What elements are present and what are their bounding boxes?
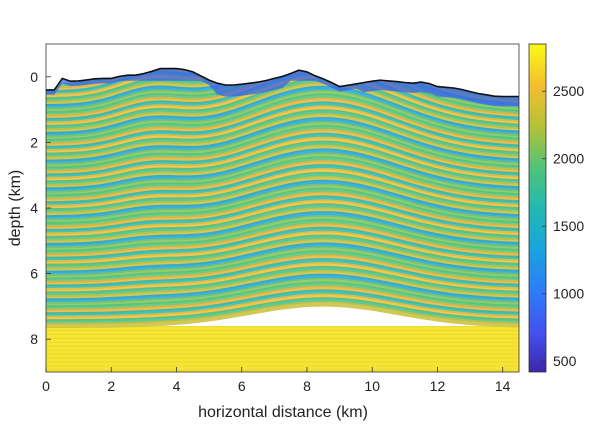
velocity-layer: [46, 250, 519, 283]
velocity-layer: [46, 164, 519, 207]
y-axis-label: depth (km): [7, 170, 24, 246]
surface-profile-line: [46, 67, 519, 98]
colorbar-ticks: 500 1000 1500 2000 2500: [542, 83, 584, 369]
deep-zone-stripe: [46, 337, 519, 339]
velocity-layers: [46, 44, 519, 372]
velocity-layer: [46, 128, 519, 176]
velocity-layer: [46, 265, 519, 297]
y-tick-label: 0: [30, 69, 38, 85]
velocity-layer: [46, 297, 519, 325]
velocity-layer: [46, 132, 519, 179]
velocity-layer: [46, 293, 519, 322]
colorbar-tick-label: 1000: [553, 286, 584, 302]
y-tick-label: 2: [30, 134, 38, 150]
velocity-layer: [46, 254, 519, 287]
velocity-layer: [46, 85, 519, 138]
velocity-layer: [46, 285, 519, 315]
deep-zone-stripe: [46, 357, 519, 359]
shallow-velocity-zone: [46, 68, 519, 107]
velocity-layer: [46, 101, 519, 152]
velocity-layer: [46, 269, 519, 301]
velocity-layer: [46, 156, 519, 200]
velocity-layer: [46, 230, 519, 266]
velocity-layer: [46, 124, 519, 172]
velocity-layer: [46, 97, 519, 148]
velocity-layer: [46, 105, 519, 155]
deep-zone-stripe: [46, 326, 519, 328]
velocity-layer: [46, 89, 519, 141]
velocity-layer: [46, 171, 519, 214]
velocity-layer: [46, 109, 519, 158]
colorbar-tick-label: 2500: [553, 83, 584, 99]
x-axis-label: horizontal distance (km): [198, 404, 368, 421]
velocity-layer: [46, 242, 519, 276]
y-tick-label: 8: [30, 331, 38, 347]
deep-velocity-zone: [46, 326, 519, 372]
velocity-layer: [46, 140, 519, 186]
velocity-layer: [46, 301, 519, 328]
velocity-layer: [46, 160, 519, 204]
velocity-layer: [46, 238, 519, 273]
velocity-layer: [46, 121, 519, 169]
velocity-layer: [46, 168, 519, 211]
deep-zone-stripe: [46, 353, 519, 355]
x-tick-label: 10: [364, 378, 380, 394]
colorbar-tick-label: 2000: [553, 151, 584, 167]
velocity-layer: [46, 77, 519, 131]
deep-zone-stripe: [46, 349, 519, 351]
velocity-layer: [46, 93, 519, 145]
deep-zone-stripe: [46, 341, 519, 343]
deep-zone-stripe: [46, 369, 519, 371]
velocity-layer: [46, 281, 519, 311]
velocity-layer: [46, 148, 519, 193]
x-tick-label: 12: [430, 378, 446, 394]
velocity-layer: [46, 258, 519, 290]
velocity-layer: [46, 273, 519, 304]
deep-zone-stripe: [46, 330, 519, 332]
air-mask: [46, 44, 519, 97]
y-axis-ticks: 0 2 4 6 8: [30, 69, 51, 347]
x-tick-label: 0: [42, 378, 50, 394]
velocity-layer: [46, 81, 519, 134]
deep-zone-stripe: [46, 333, 519, 335]
velocity-layer: [46, 144, 519, 190]
deep-zone-stripe: [46, 361, 519, 363]
velocity-layer: [46, 113, 519, 162]
x-tick-label: 6: [238, 378, 246, 394]
velocity-layer: [46, 117, 519, 165]
deep-zone-stripe: [46, 365, 519, 367]
y-tick-label: 6: [30, 266, 38, 282]
x-tick-label: 14: [495, 378, 511, 394]
velocity-layer: [46, 152, 519, 197]
x-axis-ticks: 0 2 4 6 8 10 12 14: [42, 367, 511, 394]
colorbar: [528, 43, 547, 373]
velocity-layer: [46, 234, 519, 270]
velocity-layer: [46, 262, 519, 294]
velocity-layer: [46, 175, 519, 217]
deep-zone-stripe: [46, 345, 519, 347]
plot-area: [46, 44, 519, 372]
x-tick-label: 2: [107, 378, 115, 394]
y-tick-label: 4: [30, 200, 38, 216]
colorbar-tick-label: 1500: [553, 218, 584, 234]
velocity-layer: [46, 179, 519, 221]
velocity-layer: [46, 277, 519, 308]
colorbar-tick-label: 500: [553, 353, 577, 369]
x-tick-label: 8: [303, 378, 311, 394]
x-tick-label: 4: [173, 378, 181, 394]
velocity-layer: [46, 246, 519, 280]
velocity-layer: [46, 289, 519, 318]
velocity-layer: [46, 136, 519, 183]
